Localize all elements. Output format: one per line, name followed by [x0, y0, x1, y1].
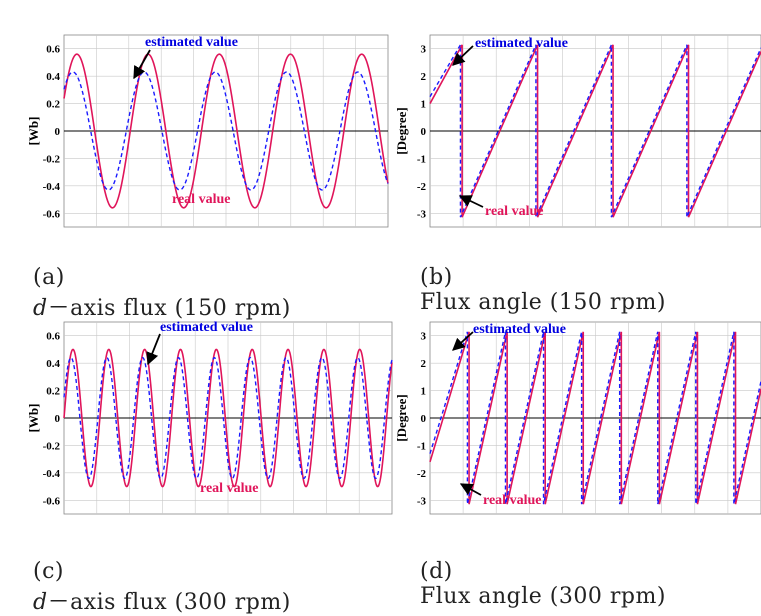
y-tick-label: -1 — [417, 153, 426, 165]
caption-c-text: －axis flux (300 rpm) — [47, 590, 291, 615]
y-tick-label: 0 — [55, 413, 61, 425]
caption-a-text: －axis flux (150 rpm) — [47, 296, 291, 321]
estimated-arrow — [133, 49, 151, 80]
y-axis-label: [Degree] — [394, 107, 409, 154]
caption-c-label: (c) — [33, 559, 64, 584]
y-tick-label: -2 — [417, 468, 427, 480]
real-value-series — [429, 331, 761, 505]
y-tick-label: 0.6 — [46, 44, 60, 56]
caption-a-label: (a) — [33, 265, 65, 290]
real-value-label: real value — [172, 192, 230, 207]
estimated-arrow — [452, 45, 474, 66]
y-tick-label: -0.4 — [43, 181, 61, 193]
y-tick-label: -0.4 — [43, 468, 61, 480]
y-tick-label: 3 — [421, 44, 427, 56]
caption-c: (c) d－axis flux (300 rpm) — [18, 534, 291, 616]
y-tick-label: -1 — [417, 440, 426, 452]
y-axis-label: [Degree] — [394, 394, 409, 441]
estimated-arrow — [452, 331, 474, 351]
caption-b-label: (b) — [420, 265, 453, 290]
real-value-series — [429, 44, 761, 218]
caption-d: (d) Flux angle (300 rpm) — [405, 534, 666, 609]
y-tick-label: -0.2 — [43, 153, 61, 165]
y-tick-label: -3 — [417, 208, 427, 220]
estimated-value-label: estimated value — [160, 320, 253, 335]
real-value-label: real value — [200, 481, 258, 496]
y-tick-label: 0.4 — [46, 71, 60, 83]
caption-b-text: Flux angle (150 rpm) — [420, 290, 666, 315]
caption-d-label: (d) — [420, 559, 453, 584]
real-value-label: real value — [483, 493, 541, 508]
caption-a: (a) d－axis flux (150 rpm) — [18, 240, 291, 322]
estimated-arrow — [146, 333, 161, 366]
caption-a-italic: d — [33, 296, 48, 321]
y-axis-label: [Wb] — [26, 117, 41, 146]
y-tick-label: 0.2 — [46, 386, 60, 398]
estimated-value-label: estimated value — [473, 322, 566, 337]
y-tick-label: -3 — [417, 495, 427, 507]
y-tick-label: 3 — [421, 331, 427, 343]
y-tick-label: 0 — [421, 126, 427, 138]
y-tick-label: 2 — [421, 358, 427, 370]
real-arrow — [459, 483, 482, 496]
chart-panel-d: 3 2 1 0 -1 -2 -3 [Degree] estimated value real va… — [394, 321, 761, 515]
y-tick-label: -0.6 — [43, 495, 61, 507]
chart-panel-c: 0.6 0.4 0.2 0 -0.2 -0.4 -0.6 [Wb] estimated valu… — [26, 320, 393, 515]
caption-c-italic: d — [33, 590, 48, 615]
y-tick-label: 0 — [55, 126, 61, 138]
estimated-value-series — [63, 71, 389, 191]
y-tick-label: 0.4 — [46, 358, 60, 370]
y-tick-label: -0.6 — [43, 208, 61, 220]
y-tick-label: 1 — [421, 99, 427, 111]
caption-d-text: Flux angle (300 rpm) — [420, 584, 666, 609]
real-value-label: real value — [485, 204, 543, 219]
y-tick-label: 0 — [421, 413, 427, 425]
estimated-value-series — [429, 331, 761, 505]
chart-panel-b: 3 2 1 0 -1 -2 -3 [Degree] estimated value real va… — [394, 34, 761, 228]
estimated-value-label: estimated value — [475, 36, 568, 51]
y-axis-label: [Wb] — [26, 404, 41, 433]
estimated-value-label: estimated value — [145, 35, 238, 50]
estimated-value-series — [63, 356, 393, 480]
real-arrow — [458, 195, 484, 208]
real-value-series — [63, 348, 393, 488]
real-value-series — [63, 53, 389, 209]
y-tick-label: 0.6 — [46, 331, 60, 343]
y-tick-label: 2 — [421, 71, 427, 83]
y-tick-label: 0.2 — [46, 99, 60, 111]
y-tick-label: -0.2 — [43, 440, 61, 452]
caption-b: (b) Flux angle (150 rpm) — [405, 240, 666, 315]
y-tick-label: -2 — [417, 181, 427, 193]
chart-panel-a: 0.6 0.4 0.2 0 -0.2 -0.4 -0.6 [Wb] estimated valu… — [26, 34, 389, 228]
estimated-value-series — [429, 42, 761, 218]
y-tick-label: 1 — [421, 386, 427, 398]
